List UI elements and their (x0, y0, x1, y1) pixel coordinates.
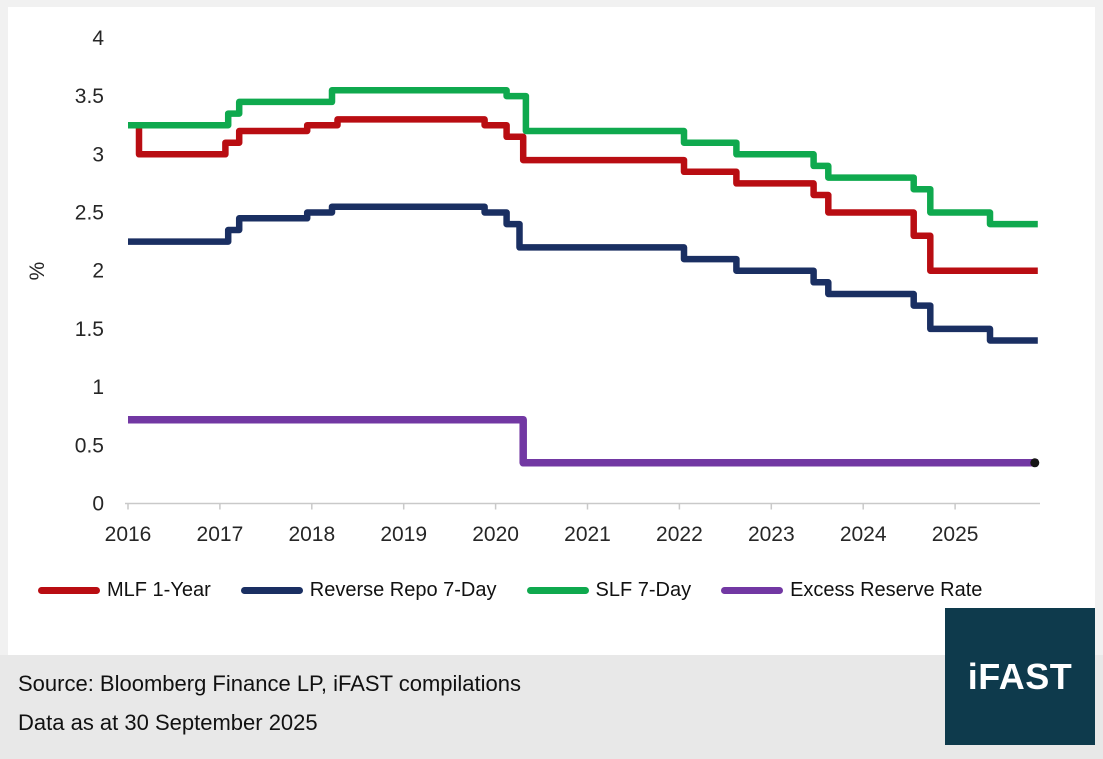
ifast-logo: iFAST (945, 608, 1095, 745)
legend-swatch (38, 586, 100, 594)
y-axis-label: 0.5 (75, 434, 104, 457)
legend-item-slf-7-day: SLF 7-Day (526, 578, 692, 602)
series-line-reverse-repo-7-day (128, 203, 1038, 344)
x-axis-label: 2023 (748, 523, 795, 546)
series-line-excess-reserve-rate (128, 415, 1038, 467)
ifast-logo-text: iFAST (967, 655, 1073, 697)
x-axis-label: 2018 (288, 523, 335, 546)
chart-panel (8, 7, 1095, 655)
y-axis-label: 0 (92, 493, 104, 516)
y-axis-label: 3.5 (75, 85, 104, 108)
x-axis-label: 2021 (564, 523, 611, 546)
y-axis-title: % (26, 262, 49, 281)
x-axis-label: 2016 (105, 523, 152, 546)
y-axis-label: 2 (92, 260, 104, 283)
legend-item-excess-reserve-rate: Excess Reserve Rate (721, 579, 982, 602)
legend-swatch (526, 586, 589, 594)
x-axis-label: 2025 (932, 523, 979, 546)
legend-swatch (240, 586, 303, 594)
series-line-mlf-1-year (128, 116, 1038, 274)
date-text: Data as at 30 September 2025 (18, 710, 318, 735)
x-axis-label: 2024 (840, 523, 887, 546)
y-axis-label: 2.5 (75, 202, 104, 225)
y-axis-label: 1.5 (75, 318, 104, 341)
footer: Source: Bloomberg Finance LP, iFAST comp… (0, 655, 1103, 759)
y-axis-label: 3 (92, 143, 104, 166)
legend-label: SLF 7-Day (595, 578, 692, 601)
x-axis-label: 2017 (197, 523, 244, 546)
y-axis-label: 1 (92, 376, 104, 399)
series-end-marker (1030, 458, 1040, 468)
x-axis-label: 2020 (472, 523, 519, 546)
legend-label: Reverse Repo 7-Day (309, 578, 497, 601)
x-axis-label: 2019 (380, 523, 427, 546)
legend-item-mlf-1-year: MLF 1-Year (38, 579, 211, 602)
legend-label: MLF 1-Year (107, 578, 211, 601)
legend-swatch (721, 586, 784, 594)
x-axis-label: 2022 (656, 523, 703, 546)
legend-label: Excess Reserve Rate (790, 578, 983, 601)
y-axis-label: 4 (92, 27, 104, 50)
chart-legend: MLF 1-Year Reverse Repo 7-Day SLF 7-Day Exc… (38, 573, 982, 607)
policy-rates-chart: 2016 2017 2018 2019 2020 2021 2022 2023 2024 2025… (26, 27, 1040, 546)
source-text: Source: Bloomberg Finance LP, iFAST comp… (18, 671, 522, 696)
legend-item-reverse-repo-7-day: Reverse Repo 7-Day (240, 578, 497, 602)
series-line-slf-7-day (128, 87, 1038, 228)
